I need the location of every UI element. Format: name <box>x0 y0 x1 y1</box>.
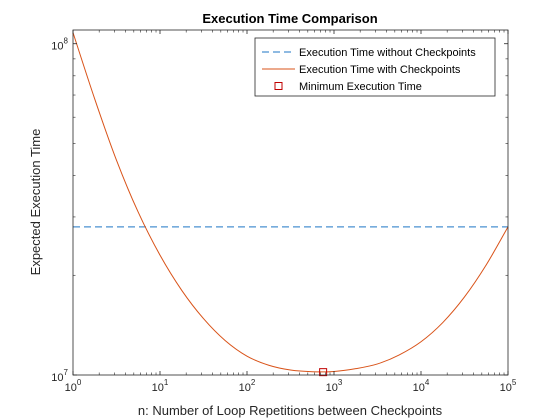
series-layer <box>72 32 509 377</box>
legend-items: Execution Time without Checkpoints Execut… <box>262 47 476 93</box>
legend-entry-label: Execution Time without Checkpoints <box>299 47 476 59</box>
y-axis-label: Expected Execution Time <box>28 129 43 276</box>
y-tick-label: 107 <box>51 368 68 384</box>
axes-box <box>72 29 509 376</box>
x-tick-label: 101 <box>152 378 169 394</box>
x-tick-label: 105 <box>500 378 517 394</box>
x-axis-label: n: Number of Loop Repetitions between Ch… <box>138 403 443 418</box>
x-tick-label: 104 <box>413 378 430 394</box>
legend-swatch-marker <box>274 82 283 90</box>
legend: Execution Time without Checkpoints Execut… <box>254 37 496 97</box>
x-tick-label: 100 <box>65 378 82 394</box>
x-tick-label: 103 <box>326 378 343 394</box>
ticks-layer: 100 101 102 103 104 105 107 108 <box>51 30 517 394</box>
legend-entry-label: Execution Time with Checkpoints <box>299 64 461 76</box>
legend-entry-label: Minimum Execution Time <box>299 81 422 93</box>
legend-box <box>254 37 496 97</box>
series-line-with-checkpoints <box>72 32 509 373</box>
x-tick-label: 102 <box>239 378 256 394</box>
minimum-execution-time-marker <box>319 368 328 377</box>
y-tick-label: 108 <box>51 37 68 53</box>
chart-title: Execution Time Comparison <box>202 11 377 26</box>
